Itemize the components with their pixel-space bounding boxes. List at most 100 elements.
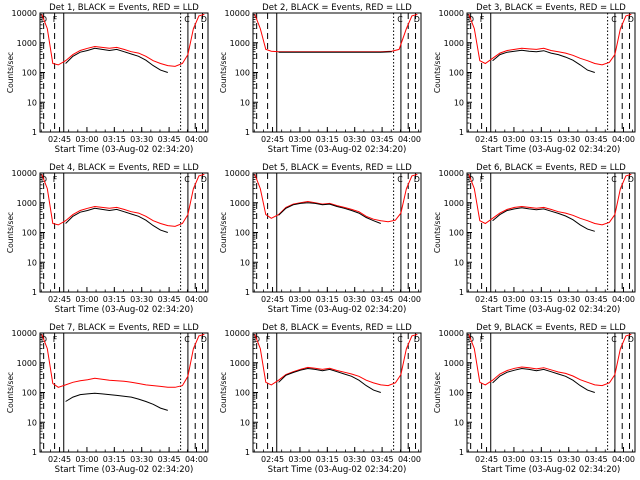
x-tick-label: 04:00: [612, 135, 635, 144]
x-tick-label: 03:45: [371, 455, 394, 464]
x-tick-label: 04:00: [398, 455, 421, 464]
panel-det-2: 1 10 100 1000 10000 02:45 03:00 03:15 03:30 03:45…: [219, 3, 422, 155]
series-events-line: [492, 49, 595, 73]
panel-title: Det 1, BLACK = Events, RED = LLD: [49, 3, 199, 13]
y-tick-label: 10000: [439, 329, 464, 338]
series-events-line: [278, 51, 392, 53]
y-tick-label: 1000: [17, 359, 37, 368]
y-tick-label: 1: [32, 128, 37, 137]
series-lld-line: [41, 13, 205, 67]
x-tick-label: 03:15: [103, 135, 126, 144]
x-tick-label: 03:00: [502, 135, 525, 144]
x-axis-label: Start Time (03-Aug-02 02:34:20): [482, 305, 621, 315]
series-events-line: [65, 392, 168, 411]
series-events-line: [278, 367, 381, 393]
x-axis-label: Start Time (03-Aug-02 02:34:20): [55, 145, 194, 155]
x-axis-label: Start Time (03-Aug-02 02:34:20): [55, 465, 194, 475]
x-tick-label: 03:00: [502, 295, 525, 304]
x-tick-label: 03:30: [557, 455, 580, 464]
y-tick-label: 1: [245, 128, 250, 137]
x-tick-label: 02:45: [48, 135, 71, 144]
y-tick-label: 1: [459, 288, 464, 297]
corner-label: F: [266, 335, 271, 344]
y-tick-label: 10: [454, 98, 464, 107]
series-events-line: [492, 207, 595, 232]
panel-title: Det 7, BLACK = Events, RED = LLD: [49, 323, 199, 333]
panel-det-9: 1 10 100 1000 10000 02:45 03:00 03:15 03:30 03:45…: [433, 323, 636, 475]
plot-frame: [39, 332, 209, 453]
y-tick-label: 100: [22, 229, 37, 238]
series-lld-line: [468, 13, 632, 66]
x-tick-label: 03:15: [316, 135, 339, 144]
y-tick-label: 100: [22, 69, 37, 78]
plot-frame: [252, 332, 422, 453]
x-axis-label: Start Time (03-Aug-02 02:34:20): [268, 465, 407, 475]
x-tick-label: 03:45: [371, 135, 394, 144]
corner-label: C: [611, 335, 617, 344]
y-axis-label: Counts/sec: [6, 52, 15, 93]
x-tick-label: 03:45: [158, 455, 181, 464]
y-tick-label: 1: [459, 448, 464, 457]
corner-label: F: [53, 15, 58, 24]
y-tick-label: 1000: [230, 359, 250, 368]
x-tick-label: 03:45: [585, 135, 608, 144]
y-tick-label: 10000: [225, 9, 250, 18]
y-tick-label: 100: [22, 389, 37, 398]
corner-label: F: [480, 175, 485, 184]
y-tick-label: 10000: [225, 169, 250, 178]
x-tick-label: 04:00: [185, 295, 208, 304]
y-axis-label: Counts/sec: [6, 212, 15, 253]
y-tick-label: 1: [32, 288, 37, 297]
x-tick-label: 03:30: [557, 135, 580, 144]
y-tick-label: 1000: [17, 39, 37, 48]
x-tick-label: 03:15: [530, 295, 553, 304]
y-axis-label: Counts/sec: [433, 52, 442, 93]
x-tick-label: 03:30: [130, 295, 153, 304]
corner-label: F: [480, 335, 485, 344]
series-lld-line: [254, 13, 418, 53]
y-tick-label: 10: [454, 418, 464, 427]
x-tick-label: 03:15: [530, 455, 553, 464]
x-tick-label: 03:00: [288, 135, 311, 144]
y-tick-label: 1000: [230, 199, 250, 208]
series-events-line: [65, 207, 168, 233]
series-lld-line: [41, 173, 205, 227]
y-tick-label: 100: [449, 229, 464, 238]
corner-label: D: [201, 175, 207, 184]
corner-label: C: [397, 335, 403, 344]
y-axis-label: Counts/sec: [219, 212, 228, 253]
panel-title: Det 8, BLACK = Events, RED = LLD: [262, 323, 412, 333]
series-lld-line: [41, 333, 205, 388]
x-tick-label: 02:45: [261, 455, 284, 464]
series-lld-line: [254, 173, 418, 223]
y-tick-label: 10: [240, 418, 250, 427]
y-tick-label: 1000: [444, 199, 464, 208]
plot-frame: [466, 172, 636, 293]
y-axis-label: Counts/sec: [433, 372, 442, 413]
y-tick-label: 1000: [444, 39, 464, 48]
panel-title: Det 9, BLACK = Events, RED = LLD: [476, 323, 626, 333]
y-tick-label: 1: [245, 288, 250, 297]
panel-det-8: 1 10 100 1000 10000 02:45 03:00 03:15 03:30 03:45…: [219, 323, 422, 475]
x-tick-label: 02:45: [261, 295, 284, 304]
x-tick-label: 03:00: [502, 455, 525, 464]
series-events-line: [492, 367, 595, 393]
y-tick-label: 10: [27, 98, 37, 107]
plot-frame: [252, 172, 422, 293]
y-tick-label: 1: [245, 448, 250, 457]
y-tick-label: 10: [27, 418, 37, 427]
x-tick-label: 03:15: [316, 455, 339, 464]
plot-frame: [252, 12, 422, 133]
y-tick-label: 10000: [225, 329, 250, 338]
series-lld-line: [254, 333, 418, 387]
y-tick-label: 10: [240, 258, 250, 267]
corner-label: F: [480, 15, 485, 24]
corner-label: D: [628, 335, 634, 344]
x-tick-label: 04:00: [612, 455, 635, 464]
x-tick-label: 02:45: [475, 295, 498, 304]
corner-label: C: [611, 175, 617, 184]
x-tick-label: 03:00: [75, 135, 98, 144]
y-tick-label: 10000: [12, 169, 37, 178]
y-tick-label: 10: [454, 258, 464, 267]
